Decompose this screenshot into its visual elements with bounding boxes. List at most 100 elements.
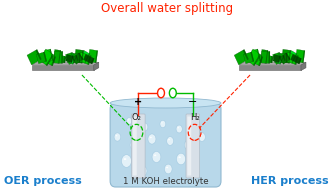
Ellipse shape	[189, 166, 196, 176]
Ellipse shape	[168, 139, 170, 140]
Ellipse shape	[143, 125, 145, 126]
Polygon shape	[239, 62, 306, 65]
FancyBboxPatch shape	[110, 103, 221, 187]
Polygon shape	[71, 56, 73, 63]
Polygon shape	[72, 55, 77, 64]
Polygon shape	[72, 53, 83, 64]
Polygon shape	[80, 50, 90, 63]
Ellipse shape	[139, 166, 147, 176]
Polygon shape	[292, 53, 297, 63]
Ellipse shape	[165, 164, 172, 174]
Polygon shape	[268, 51, 270, 63]
Polygon shape	[64, 57, 66, 63]
Polygon shape	[250, 52, 263, 66]
Polygon shape	[73, 53, 80, 63]
Polygon shape	[91, 58, 94, 64]
Ellipse shape	[160, 120, 166, 128]
Polygon shape	[67, 55, 79, 64]
Ellipse shape	[169, 88, 176, 98]
Polygon shape	[301, 62, 306, 70]
Ellipse shape	[166, 167, 168, 168]
Polygon shape	[279, 53, 290, 64]
Polygon shape	[243, 52, 254, 64]
Polygon shape	[46, 54, 54, 66]
FancyBboxPatch shape	[186, 114, 199, 178]
Polygon shape	[66, 52, 75, 63]
Polygon shape	[50, 49, 53, 61]
Ellipse shape	[176, 125, 182, 133]
Text: OER process: OER process	[4, 176, 82, 186]
Ellipse shape	[198, 133, 205, 141]
Polygon shape	[265, 50, 268, 63]
Ellipse shape	[192, 119, 198, 127]
Polygon shape	[78, 53, 83, 60]
Polygon shape	[84, 53, 90, 63]
Ellipse shape	[132, 143, 134, 144]
Polygon shape	[291, 54, 301, 64]
Polygon shape	[79, 53, 80, 63]
Polygon shape	[273, 52, 282, 63]
Polygon shape	[298, 58, 301, 64]
Ellipse shape	[161, 122, 163, 123]
Polygon shape	[279, 55, 284, 64]
Ellipse shape	[148, 134, 156, 144]
Polygon shape	[32, 62, 99, 65]
FancyBboxPatch shape	[132, 114, 145, 178]
Polygon shape	[261, 51, 270, 63]
Polygon shape	[260, 50, 268, 63]
Polygon shape	[261, 55, 272, 62]
Ellipse shape	[176, 153, 185, 165]
Ellipse shape	[152, 151, 161, 163]
Polygon shape	[285, 53, 290, 60]
Ellipse shape	[150, 137, 152, 138]
Polygon shape	[54, 51, 63, 63]
Polygon shape	[61, 51, 63, 63]
Polygon shape	[88, 49, 98, 63]
Polygon shape	[278, 56, 280, 63]
Ellipse shape	[177, 127, 179, 128]
Polygon shape	[45, 49, 53, 62]
Ellipse shape	[166, 137, 173, 145]
Polygon shape	[78, 52, 91, 65]
Polygon shape	[250, 52, 254, 62]
Polygon shape	[54, 55, 65, 62]
Polygon shape	[285, 52, 298, 65]
Polygon shape	[274, 55, 286, 64]
Polygon shape	[294, 55, 298, 65]
Polygon shape	[295, 49, 305, 63]
Polygon shape	[286, 53, 287, 63]
Ellipse shape	[116, 135, 117, 136]
Polygon shape	[287, 50, 297, 63]
Text: H₂: H₂	[190, 113, 199, 122]
Ellipse shape	[124, 158, 126, 160]
Ellipse shape	[186, 143, 188, 144]
Polygon shape	[66, 54, 73, 63]
Polygon shape	[243, 50, 249, 60]
Polygon shape	[43, 52, 56, 66]
Ellipse shape	[194, 121, 195, 122]
Polygon shape	[302, 50, 305, 63]
Polygon shape	[258, 56, 263, 66]
Ellipse shape	[178, 156, 181, 158]
Polygon shape	[273, 54, 280, 63]
Ellipse shape	[142, 123, 148, 131]
Polygon shape	[281, 49, 291, 63]
Polygon shape	[257, 49, 260, 61]
Polygon shape	[84, 54, 94, 64]
Polygon shape	[36, 52, 47, 64]
Polygon shape	[58, 50, 61, 63]
Text: Overall water splitting: Overall water splitting	[101, 2, 233, 15]
Ellipse shape	[130, 140, 138, 150]
Polygon shape	[282, 55, 286, 61]
Ellipse shape	[128, 119, 129, 120]
Ellipse shape	[184, 140, 192, 150]
Polygon shape	[75, 55, 79, 61]
Polygon shape	[270, 56, 272, 62]
Text: −: −	[188, 97, 197, 107]
Polygon shape	[288, 50, 291, 63]
Ellipse shape	[158, 88, 165, 98]
Text: 1 M KOH electrolyte: 1 M KOH electrolyte	[123, 177, 208, 186]
Text: +: +	[134, 97, 143, 107]
Polygon shape	[246, 49, 261, 66]
Polygon shape	[39, 49, 54, 66]
